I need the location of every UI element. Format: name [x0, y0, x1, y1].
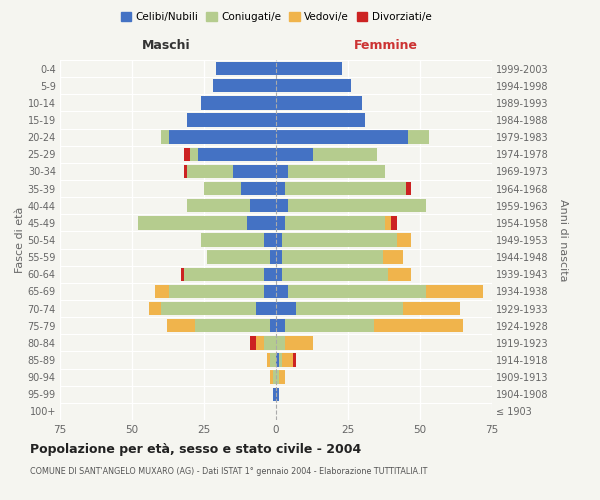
Bar — [270, 354, 276, 366]
Bar — [196, 319, 270, 332]
Bar — [167, 319, 196, 332]
Bar — [313, 148, 377, 161]
Bar — [406, 182, 412, 196]
Bar — [296, 302, 403, 316]
Bar — [265, 234, 276, 246]
Bar — [149, 302, 161, 316]
Bar — [276, 148, 313, 161]
Bar — [184, 148, 190, 161]
Bar — [284, 319, 374, 332]
Bar — [270, 250, 276, 264]
Bar — [276, 130, 409, 144]
Bar — [385, 216, 391, 230]
Bar — [273, 388, 276, 401]
Bar — [276, 336, 284, 349]
Bar — [233, 164, 276, 178]
Bar — [187, 199, 250, 212]
Bar — [391, 216, 397, 230]
Bar — [276, 388, 279, 401]
Bar — [247, 216, 276, 230]
Bar — [284, 216, 385, 230]
Bar — [276, 234, 282, 246]
Bar — [241, 182, 276, 196]
Bar — [276, 62, 342, 76]
Bar — [187, 114, 276, 126]
Bar — [284, 336, 313, 349]
Bar — [270, 319, 276, 332]
Bar — [276, 182, 284, 196]
Bar — [276, 114, 365, 126]
Bar — [198, 148, 276, 161]
Bar — [397, 234, 412, 246]
Bar — [265, 284, 276, 298]
Bar — [161, 302, 256, 316]
Bar — [276, 96, 362, 110]
Bar — [383, 250, 403, 264]
Bar — [287, 164, 385, 178]
Bar — [282, 268, 388, 281]
Bar — [169, 130, 276, 144]
Bar — [256, 302, 276, 316]
Bar — [256, 336, 265, 349]
Bar — [276, 354, 279, 366]
Text: COMUNE DI SANT'ANGELO MUXARO (AG) - Dati ISTAT 1° gennaio 2004 - Elaborazione TU: COMUNE DI SANT'ANGELO MUXARO (AG) - Dati… — [30, 468, 427, 476]
Bar — [265, 336, 276, 349]
Text: Popolazione per età, sesso e stato civile - 2004: Popolazione per età, sesso e stato civil… — [30, 442, 361, 456]
Bar — [201, 96, 276, 110]
Bar — [265, 268, 276, 281]
Bar — [276, 250, 282, 264]
Bar — [409, 130, 428, 144]
Bar — [287, 284, 426, 298]
Bar — [155, 284, 169, 298]
Y-axis label: Anni di nascita: Anni di nascita — [559, 198, 568, 281]
Bar — [282, 234, 397, 246]
Bar — [276, 370, 279, 384]
Bar — [187, 164, 233, 178]
Bar — [279, 354, 282, 366]
Bar — [215, 62, 276, 76]
Bar — [184, 268, 265, 281]
Bar — [287, 199, 426, 212]
Bar — [276, 284, 287, 298]
Bar — [212, 79, 276, 92]
Bar — [293, 354, 296, 366]
Bar — [270, 370, 273, 384]
Bar — [388, 268, 412, 281]
Bar — [207, 250, 270, 264]
Y-axis label: Fasce di età: Fasce di età — [14, 207, 25, 273]
Bar — [276, 302, 296, 316]
Bar — [250, 199, 276, 212]
Bar — [276, 216, 284, 230]
Bar — [374, 319, 463, 332]
Bar — [276, 79, 351, 92]
Bar — [284, 182, 406, 196]
Bar — [276, 164, 287, 178]
Text: Femmine: Femmine — [353, 40, 418, 52]
Bar — [276, 199, 287, 212]
Bar — [279, 370, 284, 384]
Bar — [276, 319, 284, 332]
Bar — [169, 284, 265, 298]
Bar — [138, 216, 247, 230]
Bar — [181, 268, 184, 281]
Bar — [268, 354, 270, 366]
Bar — [184, 164, 187, 178]
Bar — [250, 336, 256, 349]
Bar — [161, 130, 169, 144]
Bar — [190, 148, 198, 161]
Bar — [426, 284, 484, 298]
Bar — [403, 302, 460, 316]
Bar — [282, 354, 293, 366]
Legend: Celibi/Nubili, Coniugati/e, Vedovi/e, Divorziati/e: Celibi/Nubili, Coniugati/e, Vedovi/e, Di… — [116, 8, 436, 26]
Bar — [201, 234, 265, 246]
Bar — [282, 250, 383, 264]
Bar — [276, 268, 282, 281]
Bar — [273, 370, 276, 384]
Bar — [204, 182, 241, 196]
Text: Maschi: Maschi — [142, 40, 191, 52]
